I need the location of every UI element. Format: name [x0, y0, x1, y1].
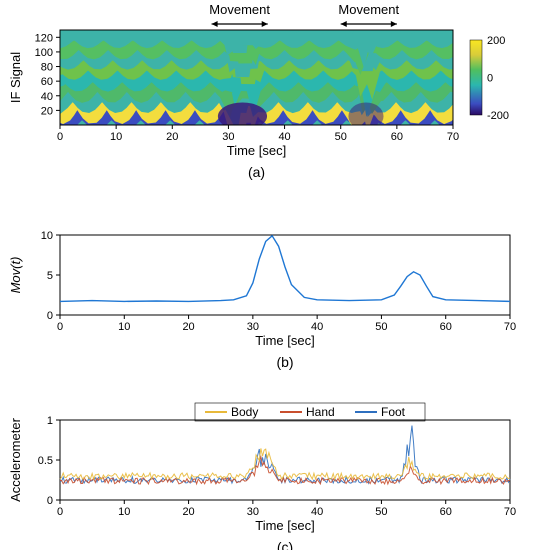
legend-item: Hand — [306, 405, 335, 419]
svg-text:60: 60 — [41, 76, 53, 88]
svg-text:Accelerometer: Accelerometer — [8, 417, 23, 501]
subplot-label-b: (b) — [276, 354, 293, 370]
svg-text:0: 0 — [487, 73, 493, 85]
svg-text:Time [sec]: Time [sec] — [227, 143, 286, 158]
svg-text:Mov(t): Mov(t) — [8, 257, 23, 294]
colorbar — [470, 40, 482, 115]
svg-text:0: 0 — [47, 495, 53, 507]
subplot-label-a: (a) — [248, 164, 265, 180]
svg-text:30: 30 — [222, 131, 234, 143]
svg-text:20: 20 — [182, 321, 194, 333]
svg-text:60: 60 — [391, 131, 403, 143]
legend-item: Body — [231, 405, 258, 419]
svg-text:0: 0 — [57, 506, 63, 518]
svg-text:0: 0 — [57, 131, 63, 143]
annotation-movement: Movement — [338, 2, 399, 17]
svg-text:20: 20 — [41, 105, 53, 117]
svg-text:0.5: 0.5 — [38, 455, 53, 467]
svg-text:80: 80 — [41, 62, 53, 74]
svg-text:70: 70 — [447, 131, 459, 143]
svg-text:10: 10 — [118, 506, 130, 518]
svg-text:40: 40 — [311, 321, 323, 333]
svg-text:50: 50 — [335, 131, 347, 143]
svg-text:10: 10 — [110, 131, 122, 143]
svg-text:0: 0 — [47, 310, 53, 322]
subplot-label-c: (c) — [277, 539, 293, 550]
svg-text:40: 40 — [278, 131, 290, 143]
svg-text:20: 20 — [166, 131, 178, 143]
svg-text:0: 0 — [57, 321, 63, 333]
svg-text:IF Signal: IF Signal — [8, 52, 23, 103]
svg-text:10: 10 — [41, 230, 53, 242]
svg-text:10: 10 — [118, 321, 130, 333]
svg-text:70: 70 — [504, 321, 516, 333]
svg-text:-200: -200 — [487, 110, 509, 122]
svg-text:30: 30 — [247, 321, 259, 333]
svg-text:30: 30 — [247, 506, 259, 518]
svg-text:Time [sec]: Time [sec] — [255, 518, 314, 533]
svg-text:60: 60 — [440, 506, 452, 518]
svg-text:20: 20 — [182, 506, 194, 518]
svg-text:5: 5 — [47, 270, 53, 282]
svg-text:50: 50 — [375, 321, 387, 333]
svg-text:60: 60 — [440, 321, 452, 333]
figure-svg: 01020304050607020406080100120Time [sec]I… — [0, 0, 547, 550]
annotation-movement: Movement — [209, 2, 270, 17]
svg-text:200: 200 — [487, 35, 505, 47]
svg-text:1: 1 — [47, 415, 53, 427]
svg-text:120: 120 — [35, 32, 53, 44]
svg-text:50: 50 — [375, 506, 387, 518]
svg-text:Time [sec]: Time [sec] — [255, 333, 314, 348]
svg-text:70: 70 — [504, 506, 516, 518]
svg-text:40: 40 — [311, 506, 323, 518]
panel-a-heatmap — [60, 26, 453, 132]
mov-line — [60, 236, 510, 302]
legend-item: Foot — [381, 405, 406, 419]
svg-text:40: 40 — [41, 91, 53, 103]
svg-text:100: 100 — [35, 47, 53, 59]
